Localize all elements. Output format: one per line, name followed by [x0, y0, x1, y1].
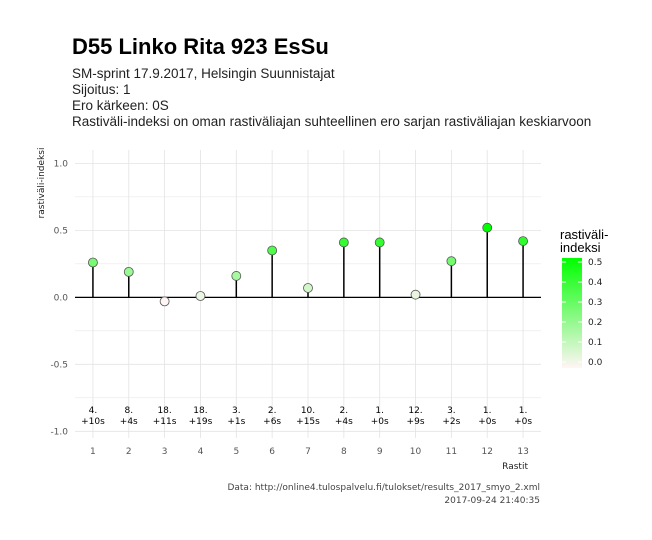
diff-label: +11s [153, 417, 177, 427]
point-2 [123, 266, 134, 277]
legend-tick-label: 0.0 [588, 358, 603, 368]
diff-label: +6s [263, 417, 281, 427]
x-tick-label: 2 [126, 447, 132, 457]
point-12 [482, 222, 493, 233]
data-marks [88, 222, 528, 307]
y-axis-label: rastiväli-indeksi [37, 148, 47, 219]
diff-label: +2s [442, 417, 460, 427]
x-tick-label: 8 [341, 447, 347, 457]
point-5 [231, 271, 242, 281]
rank-label: 3. [447, 406, 456, 416]
rank-label: 12. [408, 406, 422, 416]
y-tick-label: -1.0 [50, 427, 68, 437]
subtitle-placing: Sijoitus: 1 [72, 82, 131, 97]
legend-tick-label: 0.1 [588, 338, 602, 348]
x-tick-label: 13 [517, 447, 528, 457]
diff-label: +4s [335, 417, 353, 427]
point-7 [303, 283, 313, 293]
x-tick-label: 3 [162, 447, 168, 457]
subtitle-gap: Ero kärkeen: 0S [72, 98, 169, 113]
rank-annotations: 4.+10s8.+4s18.+11s18.+19s3.+1s2.+6s10.+1… [81, 406, 532, 427]
rank-label: 1. [519, 406, 528, 416]
x-axis: 1 2 3 4 5 6 7 8 9 10 11 12 13 [90, 447, 529, 457]
point-1 [88, 257, 98, 268]
subtitle-event: SM-sprint 17.9.2017, Helsingin Suunnista… [72, 66, 335, 81]
legend-colorbar [562, 258, 582, 368]
diff-label: +10s [81, 417, 105, 427]
point-11 [446, 256, 457, 267]
y-tick-label: 1.0 [54, 159, 69, 169]
x-tick-label: 6 [269, 447, 275, 457]
point-9 [374, 237, 385, 248]
legend-tick-label: 0.3 [588, 298, 602, 308]
diff-label: +0s [478, 417, 496, 427]
x-axis-label: Rastit [502, 462, 528, 472]
rank-label: 1. [375, 406, 384, 416]
y-tick-label: 0.0 [54, 293, 69, 303]
legend-tick-label: 0.5 [588, 258, 602, 268]
rank-label: 4. [89, 406, 98, 416]
point-10 [410, 289, 421, 300]
x-tick-label: 12 [482, 447, 493, 457]
x-tick-label: 10 [410, 447, 422, 457]
x-tick-label: 4 [198, 447, 204, 457]
chart-title: D55 Linko Rita 923 EsSu [72, 34, 329, 59]
x-tick-label: 5 [233, 447, 239, 457]
legend-tick-label: 0.2 [588, 318, 602, 328]
y-tick-label: -0.5 [50, 360, 68, 370]
rank-label: 2. [340, 406, 349, 416]
diff-label: +9s [407, 417, 425, 427]
point-3 [159, 296, 170, 307]
legend-tick-label: 0.4 [588, 278, 603, 288]
data-source-caption: Data: http://online4.tulospalvelu.fi/tul… [227, 483, 540, 493]
diff-label: +15s [296, 417, 320, 427]
legend-title-line-2: indeksi [560, 240, 601, 255]
color-legend: rastiväli- indeksi 0.0 0.1 0.2 0.3 0.4 0.5 [560, 227, 608, 368]
rank-label: 18. [193, 406, 207, 416]
point-4 [195, 291, 206, 301]
rank-label: 1. [483, 406, 492, 416]
rank-label: 8. [124, 406, 133, 416]
diff-label: +0s [371, 417, 389, 427]
y-tick-label: 0.5 [54, 226, 68, 236]
legend-title-line-1: rastiväli- [560, 227, 608, 242]
subtitle-description: Rastiväli-indeksi on oman rastiväliajan … [72, 114, 591, 129]
rank-label: 18. [157, 406, 171, 416]
point-13 [518, 236, 528, 246]
timestamp-caption: 2017-09-24 21:40:35 [444, 496, 540, 506]
point-8 [338, 237, 349, 248]
rank-label: 2. [268, 406, 277, 416]
diff-label: +1s [227, 417, 245, 427]
diff-label: +19s [189, 417, 213, 427]
x-tick-label: 11 [446, 447, 457, 457]
point-6 [267, 245, 278, 256]
x-tick-label: 7 [305, 447, 311, 457]
rank-label: 3. [232, 406, 241, 416]
x-tick-label: 9 [377, 447, 383, 457]
x-tick-label: 1 [90, 447, 96, 457]
diff-label: +4s [120, 417, 138, 427]
diff-label: +0s [514, 417, 532, 427]
y-axis: -1.0 -0.5 0.0 0.5 1.0 [50, 159, 68, 437]
rank-label: 10. [301, 406, 315, 416]
